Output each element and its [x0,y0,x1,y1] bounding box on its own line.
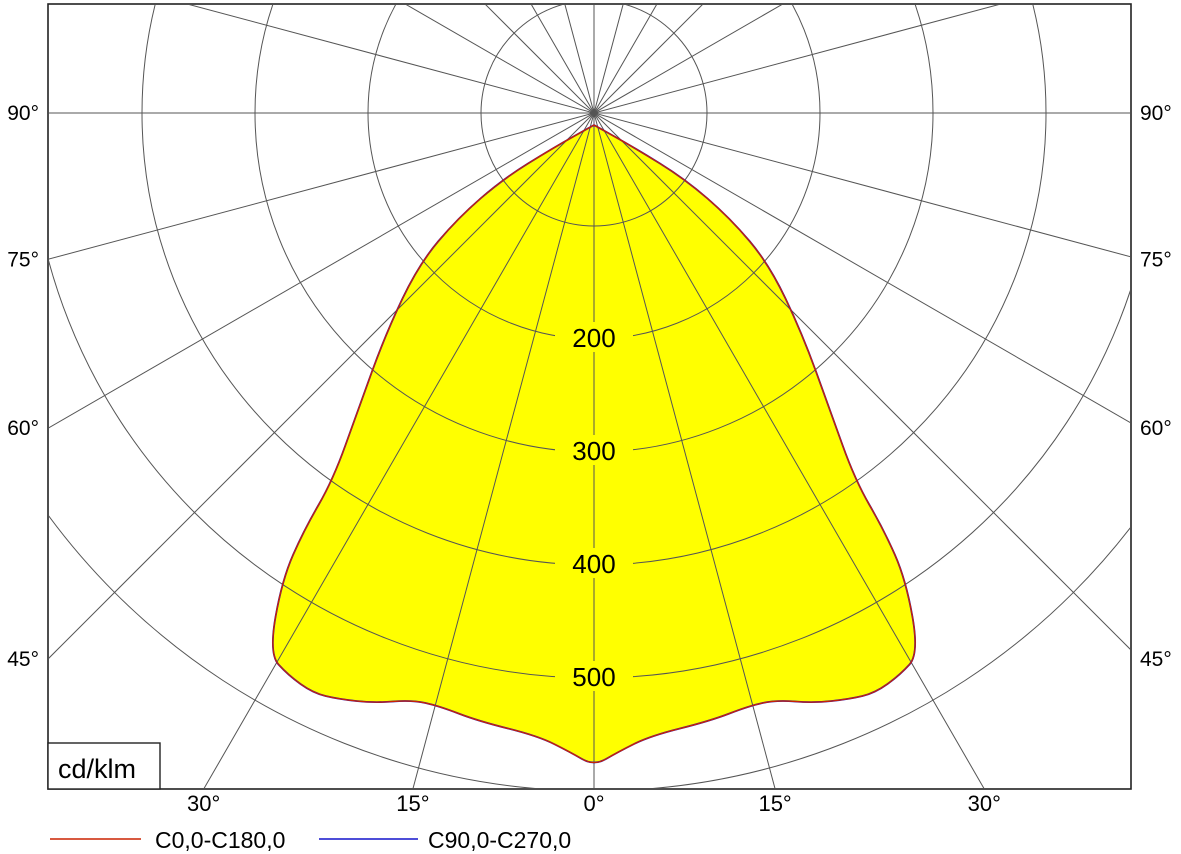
svg-text:45°: 45° [7,648,39,671]
svg-text:cd/klm: cd/klm [58,754,136,784]
svg-text:C0,0-C180,0: C0,0-C180,0 [155,827,285,853]
svg-text:200: 200 [572,323,615,353]
svg-text:60°: 60° [1140,417,1172,440]
svg-text:400: 400 [572,549,615,579]
svg-text:0°: 0° [583,791,604,816]
svg-text:75°: 75° [7,248,39,271]
svg-text:75°: 75° [1140,248,1172,271]
svg-text:45°: 45° [1140,648,1172,671]
svg-text:C90,0-C270,0: C90,0-C270,0 [428,827,571,853]
svg-text:60°: 60° [7,417,39,440]
svg-text:30°: 30° [968,791,1001,816]
svg-text:15°: 15° [758,791,791,816]
svg-text:30°: 30° [187,791,220,816]
svg-text:300: 300 [572,436,615,466]
svg-text:90°: 90° [7,102,39,125]
svg-text:15°: 15° [396,791,429,816]
svg-text:90°: 90° [1140,102,1172,125]
svg-text:500: 500 [572,662,615,692]
